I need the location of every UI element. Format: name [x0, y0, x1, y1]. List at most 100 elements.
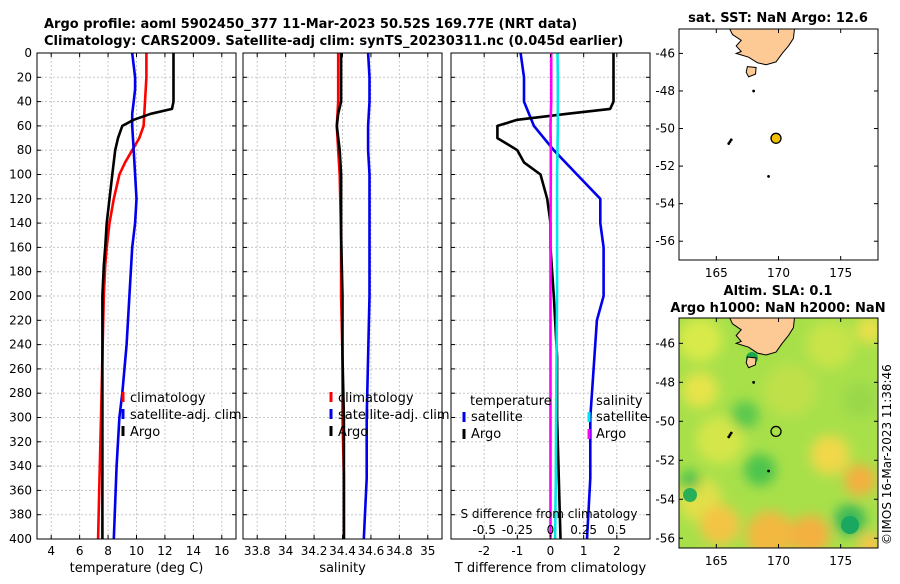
x-tick-label: -2 — [478, 544, 490, 558]
sla-map-title-line1: Altim. SLA: 0.1 — [724, 284, 833, 299]
legend-entry: satellite-adj. clim — [338, 408, 450, 423]
x-axis-label: temperature (deg C) — [70, 561, 204, 576]
x-tick-label: 14 — [186, 544, 201, 558]
x-axis-label: T difference from climatology — [454, 561, 647, 576]
y-tick-label: 40 — [17, 95, 32, 109]
x-tick-label: 175 — [829, 554, 852, 568]
y-tick-label: 120 — [9, 192, 32, 206]
sst-map-title: sat. SST: NaN Argo: 12.6 — [688, 11, 868, 26]
y-tick-label: 320 — [9, 435, 32, 449]
sla-anomaly-blob — [746, 511, 794, 548]
legend-entry: Argo — [596, 427, 626, 442]
legend-entry: climatology — [130, 391, 206, 406]
legend-entry: Argo — [471, 427, 501, 442]
y-tick-label: -50 — [655, 414, 675, 428]
sla-anomaly-blob — [731, 401, 759, 429]
s-axis-tick-label: 0.5 — [607, 523, 626, 537]
sst-map-panel: 165 170 175 -46 -48 -50 -52 -54 -56 — [655, 28, 879, 280]
x-tick-label: 8 — [104, 544, 112, 558]
y-tick-label: 100 — [9, 168, 32, 182]
s-axis-tick-label: -0.5 — [472, 523, 495, 537]
y-tick-label: 160 — [9, 240, 32, 254]
x-tick-label: 165 — [705, 554, 728, 568]
imos-watermark: ©IMOS 16-Mar-2023 11:38:46 — [880, 364, 894, 545]
y-tick-label: -56 — [655, 531, 675, 545]
series-line-argo — [335, 53, 346, 539]
x-tick-label: 34.2 — [301, 544, 328, 558]
x-tick-label: 0 — [547, 544, 555, 558]
legend-header-temperature: temperature — [470, 394, 552, 409]
y-tick-label: 400 — [9, 532, 32, 546]
stewart-island-land — [745, 356, 757, 369]
x-tick-label: 165 — [705, 266, 728, 280]
x-axis-label: salinity — [319, 561, 366, 576]
sla-anomaly-blob — [858, 533, 878, 548]
series-line-t-argo — [496, 53, 615, 540]
argo-float-marker — [770, 132, 782, 144]
legend-header-salinity: salinity — [596, 394, 643, 409]
y-tick-label: 0 — [24, 46, 32, 60]
x-tick-label: 12 — [157, 544, 172, 558]
y-tick-label: -56 — [655, 234, 675, 248]
y-tick-label: -54 — [655, 492, 675, 506]
series-line-s-satellite — [553, 52, 560, 540]
sla-anomaly-blob — [844, 464, 876, 496]
sla-anomaly-blob — [700, 505, 740, 545]
x-tick-label: 6 — [76, 544, 84, 558]
stewart-island-land — [745, 66, 757, 78]
difference-profile-panel: -2 -1 0 1 2 T difference from climatology S di… — [450, 52, 651, 576]
x-tick-label: 170 — [767, 554, 790, 568]
y-tick-label: 140 — [9, 216, 32, 230]
sla-anomaly-blob — [682, 372, 718, 408]
sla-anomaly-blob — [856, 318, 878, 344]
islet-marker — [752, 380, 756, 384]
salinity-profile-panel: 33.8 34 34.2 34.4 34.6 34.8 35 salinity climatol… — [242, 52, 450, 576]
legend-entry: Argo — [130, 425, 160, 440]
x-tick-label: 10 — [129, 544, 144, 558]
x-tick-label: 34.8 — [386, 544, 413, 558]
y-tick-label: 380 — [9, 508, 32, 522]
y-tick-label: 300 — [9, 411, 32, 425]
y-tick-label: 280 — [9, 386, 32, 400]
sla-anomaly-blob — [764, 364, 816, 416]
y-tick-label: 80 — [17, 143, 32, 157]
sla-anomaly-blob — [683, 488, 697, 502]
argo-float-marker — [770, 425, 782, 438]
series-line-t-satellite — [519, 52, 605, 540]
sla-anomaly-blob — [696, 416, 744, 464]
y-tick-label: 340 — [9, 459, 32, 473]
s-axis-tick-label: -0.25 — [502, 523, 533, 537]
legend-entry: satellite — [471, 410, 523, 425]
sla-anomaly-blob — [679, 318, 722, 362]
temperature-profile-panel: 4 6 8 10 12 14 16 temperature (deg C) 0 20 40 60 80 1… — [9, 46, 242, 576]
islet-marker — [752, 89, 756, 93]
y-tick-label: -46 — [655, 46, 675, 60]
y-tick-label: 360 — [9, 483, 32, 497]
series-line-satellite-adj-clim — [362, 52, 371, 540]
x-tick-label: 33.8 — [244, 544, 271, 558]
s-axis-tick-label: 0.25 — [570, 523, 597, 537]
s-axis-label: S difference from climatology — [461, 507, 638, 521]
x-tick-label: 2 — [613, 544, 621, 558]
x-tick-label: 16 — [214, 544, 229, 558]
y-tick-label: 200 — [9, 289, 32, 303]
x-tick-label: 34.6 — [358, 544, 385, 558]
legend-entry: climatology — [338, 391, 414, 406]
islet-marker — [727, 435, 731, 439]
south-island-land — [729, 29, 795, 66]
y-tick-label: 180 — [9, 265, 32, 279]
sla-anomaly-blob — [842, 382, 878, 418]
y-tick-label: -50 — [655, 122, 675, 136]
y-tick-label: -48 — [655, 375, 675, 389]
y-tick-label: 20 — [17, 70, 32, 84]
sla-map-panel: 165 170 175 -46 -48 -50 -52 -54 -56 — [655, 317, 879, 568]
y-tick-label: -48 — [655, 84, 675, 98]
islet-marker — [767, 175, 770, 178]
y-tick-label: -54 — [655, 197, 675, 211]
x-tick-label: 4 — [47, 544, 55, 558]
figure-title-line2: Climatology: CARS2009. Satellite-adj cli… — [44, 34, 623, 49]
sla-anomaly-blob — [810, 435, 850, 475]
islet-marker — [729, 138, 733, 142]
